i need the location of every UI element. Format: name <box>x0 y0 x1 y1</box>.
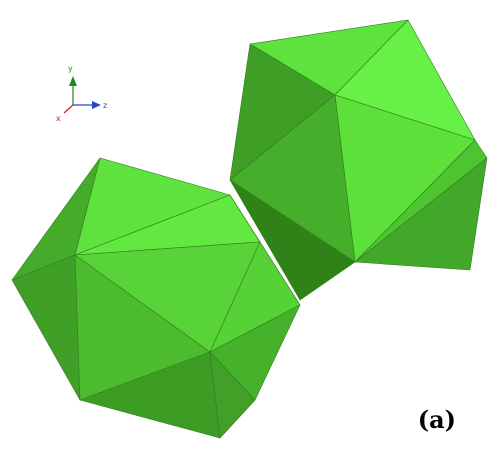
left-face-left <box>11 254 81 401</box>
y-axis-arrow <box>69 76 77 86</box>
right-face-bottom <box>229 179 356 301</box>
right-face-bottom-right <box>354 157 488 271</box>
axis-triad: y z x <box>56 64 107 123</box>
x-axis-line <box>63 104 74 114</box>
y-axis-label: y <box>68 64 73 73</box>
z-axis-label: z <box>103 101 107 110</box>
left-face-bottom-right <box>209 351 256 439</box>
right-icosahedron <box>229 19 488 301</box>
z-axis-arrow <box>92 101 101 109</box>
panel-label: (a) <box>417 405 456 434</box>
left-icosahedron <box>11 157 301 439</box>
x-axis-label: x <box>56 114 61 123</box>
